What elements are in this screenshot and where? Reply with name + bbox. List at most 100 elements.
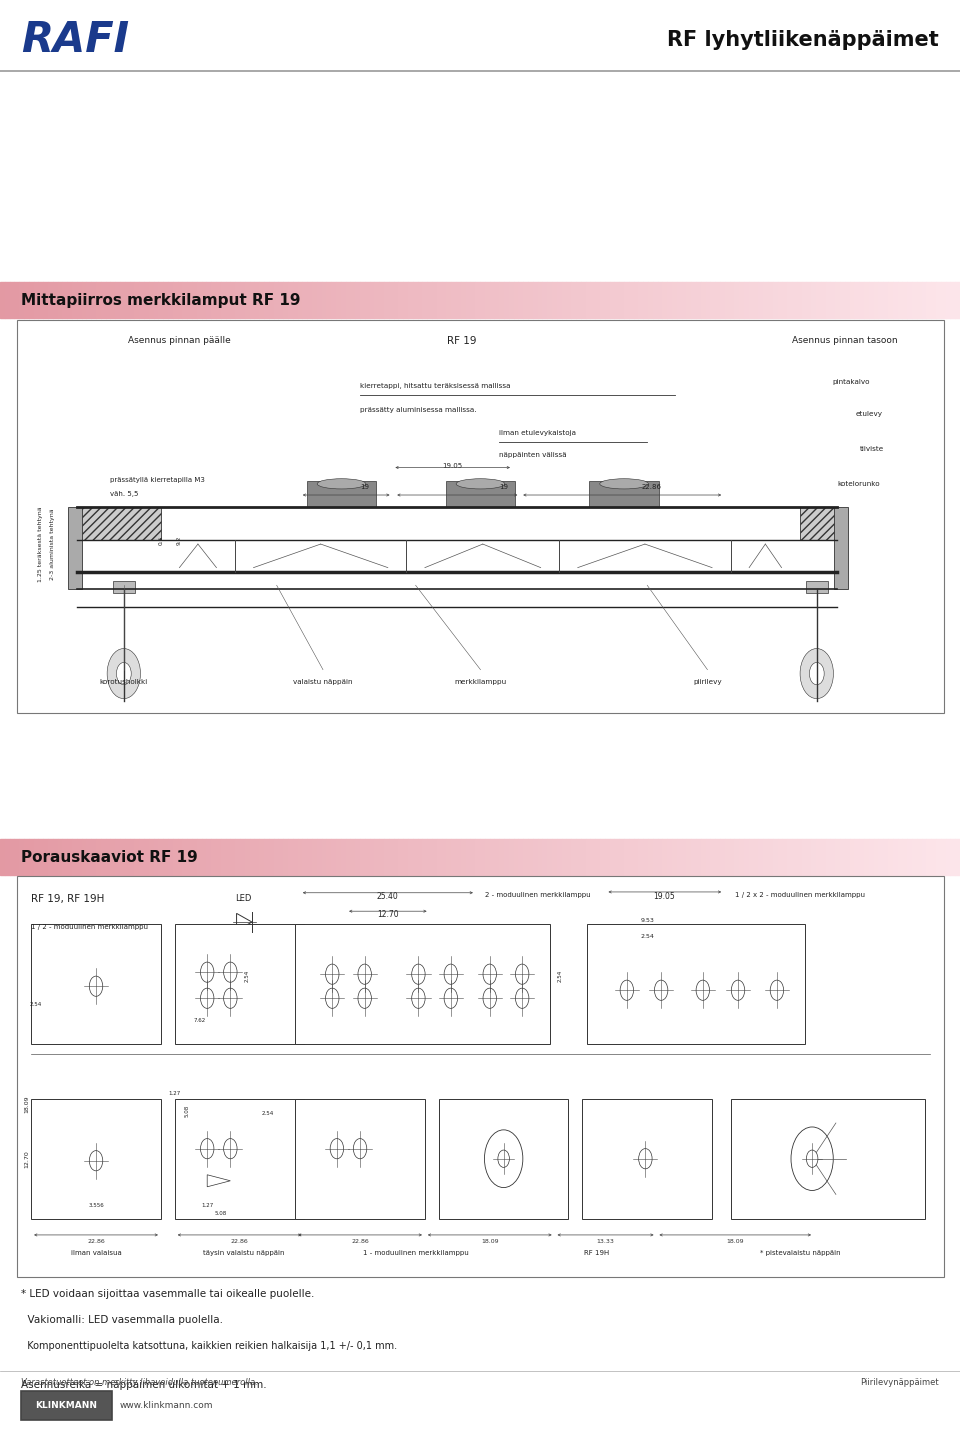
Bar [907, 838, 912, 874]
Bar [845, 838, 850, 874]
Bar [34, 281, 38, 317]
Bar [259, 838, 264, 874]
Text: 22.86: 22.86 [230, 1240, 249, 1244]
Bar [168, 281, 173, 317]
Text: piirilevy: piirilevy [693, 680, 722, 685]
Text: valaistu näppäin: valaistu näppäin [293, 680, 352, 685]
Bar [77, 838, 82, 874]
Bar [374, 281, 379, 317]
Circle shape [770, 980, 783, 1000]
Bar [562, 281, 566, 317]
Bar [854, 838, 859, 874]
Bar [144, 838, 149, 874]
Bar [331, 838, 336, 874]
Bar [154, 838, 158, 874]
Bar [888, 838, 893, 874]
Bar [418, 838, 422, 874]
Text: 2.54: 2.54 [30, 1001, 41, 1007]
Bar [307, 281, 312, 317]
Circle shape [353, 1139, 367, 1159]
Bar [43, 838, 48, 874]
Bar [24, 281, 29, 317]
Bar [725, 281, 730, 317]
Bar [360, 838, 365, 874]
Text: tiiviste: tiiviste [860, 446, 884, 452]
Bar [902, 281, 907, 317]
Bar [240, 838, 245, 874]
Bar [542, 281, 547, 317]
Bar [394, 838, 398, 874]
Circle shape [224, 988, 237, 1009]
Bar [725, 838, 730, 874]
Text: Asennus pinnan tasoon: Asennus pinnan tasoon [792, 336, 898, 345]
Bar [67, 838, 72, 874]
Text: prässätty aluminisessa mallissa.: prässätty aluminisessa mallissa. [360, 407, 476, 413]
Bar [446, 281, 451, 317]
Bar [653, 281, 658, 317]
Ellipse shape [456, 479, 505, 489]
Bar [931, 281, 936, 317]
Bar [283, 838, 288, 874]
Bar [168, 838, 173, 874]
Bar [0, 281, 5, 317]
Bar [677, 838, 682, 874]
Bar [110, 281, 115, 317]
Bar [562, 838, 566, 874]
Bar [439, 1098, 568, 1219]
Bar [389, 281, 394, 317]
Bar [533, 281, 538, 317]
Text: 22.86: 22.86 [87, 1240, 105, 1244]
Bar [312, 838, 317, 874]
Bar [686, 281, 691, 317]
Bar [485, 281, 490, 317]
Bar [322, 838, 326, 874]
Bar [792, 838, 797, 874]
Text: * pistevalaistu näppäin: * pistevalaistu näppäin [759, 1250, 840, 1257]
Text: korotusholkki: korotusholkki [100, 680, 148, 685]
Bar [403, 281, 408, 317]
Bar [552, 838, 557, 874]
Bar [672, 281, 677, 317]
Bar [115, 838, 120, 874]
Bar [859, 838, 864, 874]
Bar [206, 838, 211, 874]
Bar [874, 281, 878, 317]
Bar [235, 281, 240, 317]
Bar [840, 838, 845, 874]
Bar [557, 281, 562, 317]
Bar [451, 281, 456, 317]
Bar [445, 482, 516, 506]
Bar [149, 281, 154, 317]
Bar [643, 838, 648, 874]
Bar [523, 281, 528, 317]
Bar [158, 838, 163, 874]
Bar [53, 838, 58, 874]
Text: 12.70: 12.70 [377, 911, 398, 919]
Bar [274, 838, 278, 874]
Bar [408, 281, 413, 317]
Text: merkkilamppu: merkkilamppu [454, 680, 507, 685]
Bar [48, 281, 53, 317]
Bar [173, 838, 178, 874]
Bar [115, 281, 120, 317]
Bar [346, 281, 350, 317]
Bar [91, 838, 96, 874]
Bar [874, 838, 878, 874]
Text: Varastotuotteet on merkitty lihavoidulla tuotenumerolla.: Varastotuotteet on merkitty lihavoidulla… [21, 1378, 258, 1387]
Bar [293, 281, 298, 317]
Bar [917, 281, 922, 317]
Bar [672, 838, 677, 874]
Bar [336, 838, 341, 874]
Bar [158, 281, 163, 317]
Bar [955, 838, 960, 874]
Bar [778, 281, 782, 317]
Bar [667, 281, 672, 317]
Bar [274, 281, 278, 317]
Bar [120, 281, 125, 317]
Bar [778, 838, 782, 874]
Bar [432, 838, 437, 874]
Circle shape [498, 1150, 510, 1167]
Bar [731, 1098, 925, 1219]
Bar [24, 838, 29, 874]
Bar [797, 281, 802, 317]
